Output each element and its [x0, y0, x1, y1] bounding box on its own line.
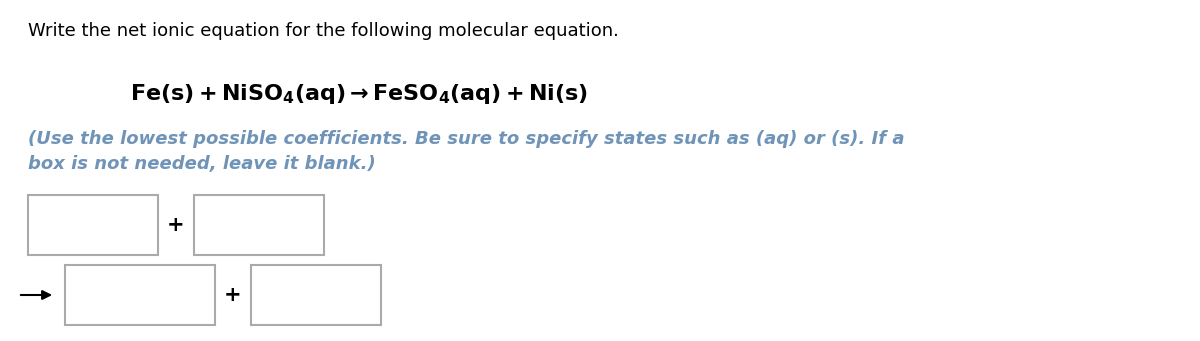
Text: (Use the lowest possible coefficients. Be sure to specify states such as (aq) or: (Use the lowest possible coefficients. B… — [28, 130, 905, 173]
Bar — [251, 265, 382, 325]
Text: +: + — [167, 215, 185, 235]
Text: $\mathbf{Fe(s) + NiSO_4(aq) \rightarrow FeSO_4(aq) + Ni(s)}$: $\mathbf{Fe(s) + NiSO_4(aq) \rightarrow … — [130, 82, 588, 106]
Text: +: + — [224, 285, 242, 305]
Bar — [28, 195, 158, 255]
Bar — [65, 265, 215, 325]
Text: Write the net ionic equation for the following molecular equation.: Write the net ionic equation for the fol… — [28, 22, 619, 40]
Bar — [194, 195, 324, 255]
